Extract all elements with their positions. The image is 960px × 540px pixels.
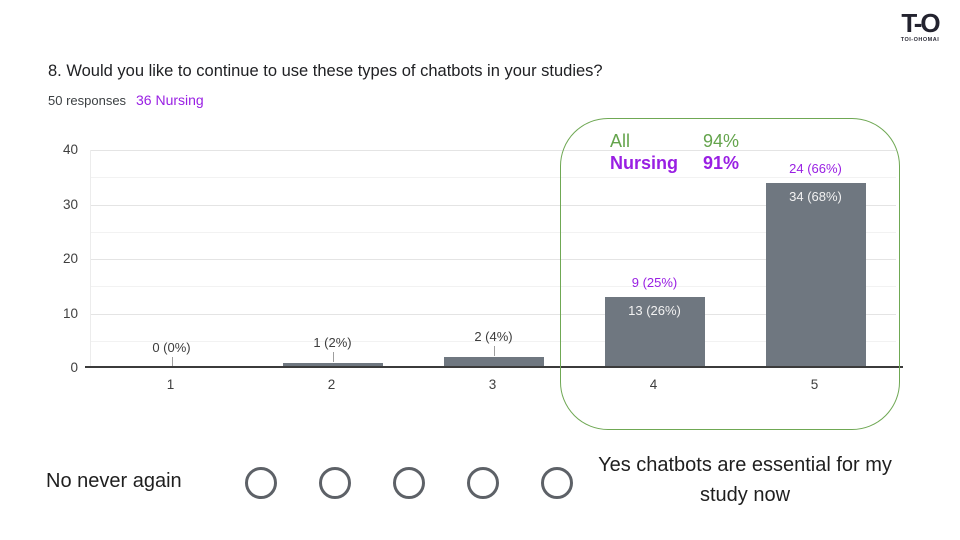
- gridline: [91, 177, 896, 179]
- scale-min-label: No never again: [46, 470, 182, 492]
- rating-radio-option-2[interactable]: [319, 467, 351, 499]
- bar-chart-plot-area: 0 (0%) 1 (2%) 2 (4%) 13 (26%) 9 (25%) 34 (68%…: [90, 150, 896, 368]
- y-axis-tick-label: 0: [70, 360, 78, 375]
- x-axis-tick-label: 5: [810, 377, 819, 392]
- y-axis-tick-label: 10: [62, 305, 78, 321]
- y-axis-tick-label: 20: [62, 251, 78, 266]
- toi-ohomai-logo: T-O TOI-OHOMAI: [888, 10, 952, 43]
- x-axis-line: [85, 366, 903, 368]
- bar-value-label: 2 (4%): [474, 329, 513, 344]
- y-axis-tick-label: 40: [62, 142, 78, 157]
- annotation-nursing-label: Nursing: [610, 153, 679, 173]
- gridline: [91, 313, 896, 315]
- bar-label-stem: [171, 357, 173, 367]
- bar: [604, 297, 705, 368]
- rating-radio-option-3[interactable]: [393, 467, 425, 499]
- rating-radio-option-5[interactable]: [541, 467, 573, 499]
- x-axis-tick-label: 3: [488, 377, 497, 392]
- responses-count: 50 responses: [48, 93, 127, 108]
- gridline: [91, 150, 896, 151]
- bar-label-stem: [332, 352, 334, 362]
- bar-value-label: 0 (0%): [152, 340, 191, 355]
- rating-radio-option-1[interactable]: [245, 467, 277, 499]
- nursing-value-label: 9 (25%): [631, 275, 678, 290]
- nursing-cohort-label: 36 Nursing: [136, 92, 204, 108]
- annotation-all-label: All: [610, 131, 631, 151]
- annotation-all-value: 94%: [703, 131, 740, 151]
- toi-ohomai-logo-text: TOI-OHOMAI: [900, 37, 940, 43]
- gridline: [91, 231, 896, 233]
- scale-max-label: Yes chatbots are essential for my study …: [598, 454, 892, 506]
- x-axis-tick-label: 1: [166, 377, 175, 392]
- bar: [765, 183, 866, 368]
- rating-radio-option-4[interactable]: [467, 467, 499, 499]
- gridline: [91, 340, 896, 342]
- x-axis-tick-label: 4: [649, 377, 658, 392]
- gridline: [91, 259, 896, 260]
- bar-value-label: 1 (2%): [313, 335, 352, 350]
- x-axis-tick-label: 2: [327, 377, 336, 392]
- bar: [443, 357, 544, 368]
- annotation-nursing-value: 91%: [703, 153, 740, 173]
- gridline: [91, 204, 896, 206]
- question-title: 8. Would you like to continue to use the…: [48, 62, 603, 80]
- y-axis-tick-label: 30: [62, 196, 78, 212]
- bar-label-stem: [493, 346, 495, 356]
- nursing-value-label: 24 (66%): [789, 161, 842, 176]
- bar: [282, 363, 383, 368]
- toi-ohomai-logo-mark: T-O: [901, 8, 940, 38]
- gridline: [91, 286, 896, 288]
- bar-value-label: 34 (68%): [789, 189, 842, 204]
- bar-value-label: 13 (26%): [628, 303, 681, 318]
